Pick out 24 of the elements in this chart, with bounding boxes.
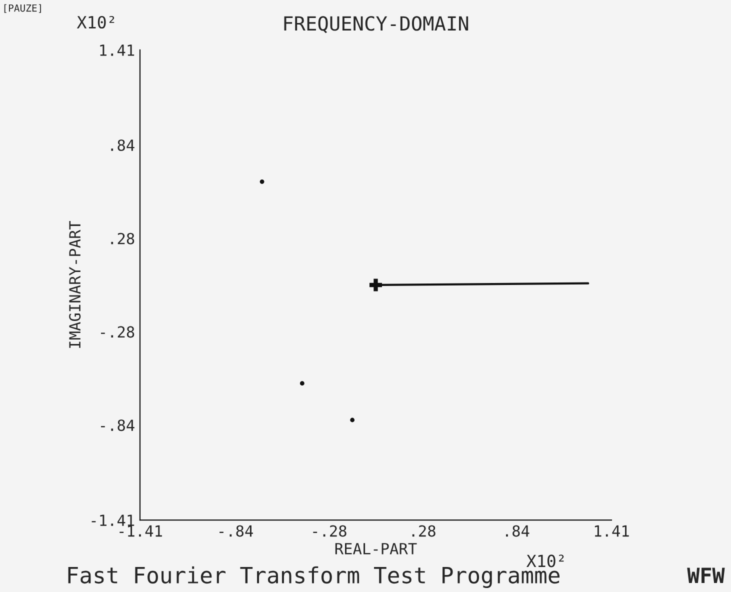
x-axis-title: REAL-PART: [335, 543, 417, 554]
y-tick-label: .84: [111, 139, 134, 152]
text: WFW: [687, 568, 725, 583]
x-tick-label: 1.41: [594, 525, 629, 537]
text: [PAUZE]: [4, 4, 41, 13]
text: X10²: [76, 16, 114, 29]
y-tick-label: -1.41: [92, 514, 134, 526]
x-tick-label: -.28: [313, 525, 346, 537]
text: Fast Fourier Transform Test Programme: [68, 566, 560, 588]
y-tick-label: 1.41: [100, 44, 134, 56]
point: [260, 179, 264, 184]
point: [369, 278, 382, 292]
point: [350, 418, 355, 422]
y-tick-label: -.28: [100, 326, 134, 338]
y-axis-title: IMAGINARY-PART: [69, 220, 81, 348]
x-tick-label: -.84: [220, 525, 253, 537]
x-tick-label: .84: [506, 525, 530, 537]
y-tick-label: -.84: [100, 420, 134, 432]
x-tick-label: -1.41: [120, 525, 162, 537]
y-tick-label: .28: [111, 232, 134, 244]
x-tick-label: .28: [412, 525, 436, 537]
text: X10²: [526, 554, 564, 568]
point: [300, 381, 304, 386]
chart-title: FREQUENCY-DOMAIN: [284, 16, 468, 34]
